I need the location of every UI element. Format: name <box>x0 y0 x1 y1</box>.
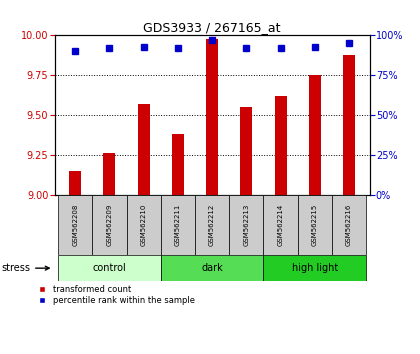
Text: GSM562216: GSM562216 <box>346 204 352 246</box>
Legend: transformed count, percentile rank within the sample: transformed count, percentile rank withi… <box>34 285 195 305</box>
Bar <box>58 195 92 255</box>
Text: control: control <box>92 263 126 273</box>
Bar <box>343 55 355 195</box>
Text: GSM562214: GSM562214 <box>278 204 284 246</box>
Bar <box>161 195 195 255</box>
Bar <box>240 107 252 195</box>
Bar <box>58 255 161 281</box>
Title: GDS3933 / 267165_at: GDS3933 / 267165_at <box>143 21 281 34</box>
Text: GSM562213: GSM562213 <box>243 204 249 246</box>
Bar <box>103 153 116 195</box>
Text: GSM562210: GSM562210 <box>141 204 147 246</box>
Text: dark: dark <box>201 263 223 273</box>
Bar <box>195 195 229 255</box>
Text: stress: stress <box>1 263 49 273</box>
Bar <box>298 195 332 255</box>
Bar <box>263 195 298 255</box>
Text: GSM562212: GSM562212 <box>209 204 215 246</box>
Bar <box>206 39 218 195</box>
Bar <box>138 104 150 195</box>
Text: GSM562211: GSM562211 <box>175 204 181 246</box>
Bar <box>309 75 321 195</box>
Text: high light: high light <box>292 263 338 273</box>
Bar <box>263 255 366 281</box>
Bar <box>172 134 184 195</box>
Bar <box>275 96 286 195</box>
Bar <box>69 171 81 195</box>
Text: GSM562215: GSM562215 <box>312 204 318 246</box>
Bar <box>126 195 161 255</box>
Text: GSM562208: GSM562208 <box>72 204 78 246</box>
Text: GSM562209: GSM562209 <box>106 204 113 246</box>
Bar <box>229 195 263 255</box>
Bar <box>332 195 366 255</box>
Bar <box>92 195 126 255</box>
Bar <box>161 255 263 281</box>
